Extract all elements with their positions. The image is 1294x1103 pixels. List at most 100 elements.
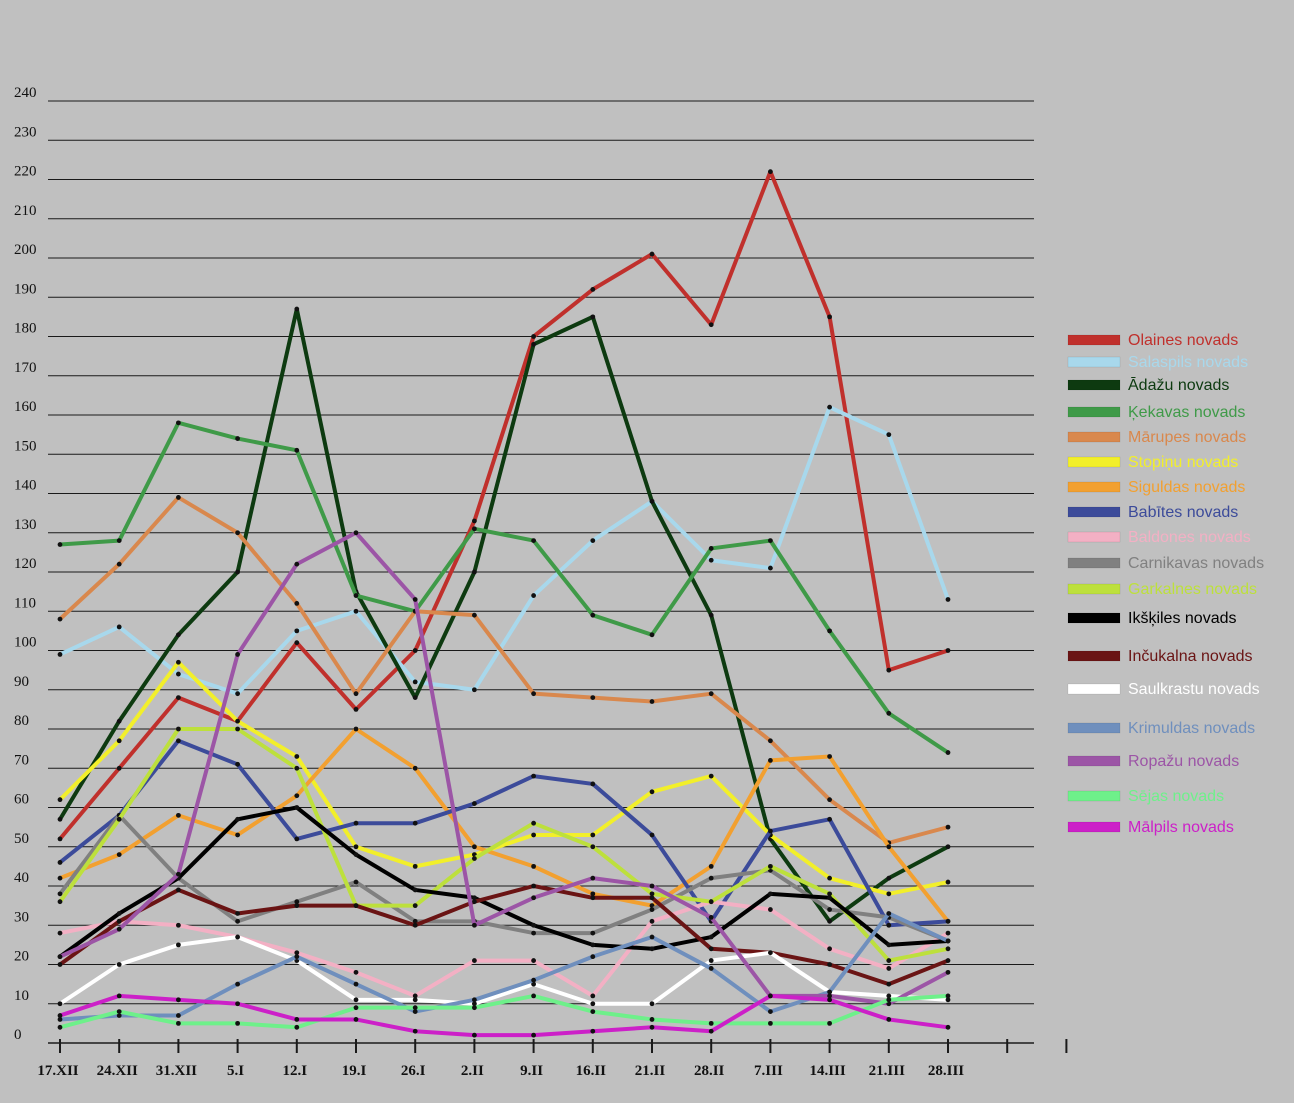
data-point xyxy=(649,632,655,638)
y-tick-label: 40 xyxy=(14,870,29,886)
data-point xyxy=(649,832,655,838)
data-point xyxy=(294,950,300,956)
legend-item: Krimuldas novads xyxy=(1067,720,1255,737)
x-tick-label: 24.XII xyxy=(97,1063,138,1079)
y-tick-label: 170 xyxy=(14,360,37,376)
legend-label: Ķekavas novads xyxy=(1128,404,1245,421)
data-point xyxy=(294,628,300,634)
legend-item: Ķekavas novads xyxy=(1067,404,1245,421)
data-point xyxy=(353,969,359,975)
legend-swatch xyxy=(1067,557,1121,569)
data-point xyxy=(531,832,536,838)
data-point xyxy=(531,334,536,339)
data-point xyxy=(827,918,832,924)
data-point xyxy=(531,883,536,889)
data-point xyxy=(176,812,181,818)
y-tick-label: 50 xyxy=(14,831,29,847)
data-point xyxy=(472,856,477,861)
data-point xyxy=(886,891,892,897)
data-point xyxy=(768,1009,773,1014)
series-16 xyxy=(57,993,951,1030)
legend-swatch xyxy=(1067,755,1121,767)
data-point xyxy=(768,863,773,869)
data-point xyxy=(886,958,892,963)
data-point xyxy=(649,1001,655,1007)
legend-label: Babītes novads xyxy=(1128,504,1238,521)
data-point xyxy=(353,726,359,732)
data-point xyxy=(472,687,477,693)
data-point xyxy=(412,997,418,1003)
data-point xyxy=(472,1001,477,1007)
data-point xyxy=(294,447,300,453)
series-line xyxy=(58,660,950,896)
data-point xyxy=(412,820,418,826)
data-point xyxy=(353,530,359,536)
data-point xyxy=(590,895,596,901)
data-point xyxy=(590,954,596,960)
data-point xyxy=(235,569,241,575)
data-point xyxy=(294,836,300,842)
data-point xyxy=(57,875,63,881)
data-point xyxy=(176,887,181,893)
legend-label: Inčukalna novads xyxy=(1128,648,1253,665)
data-point xyxy=(590,695,596,700)
x-tick-label: 17.XII xyxy=(37,1063,78,1079)
series-0 xyxy=(57,169,951,842)
data-point xyxy=(649,498,655,504)
data-point xyxy=(945,930,951,936)
y-tick-label: 120 xyxy=(14,556,37,572)
legend-item: Baldones novads xyxy=(1067,529,1251,546)
data-point xyxy=(945,1024,951,1030)
data-point xyxy=(235,530,241,536)
data-point xyxy=(590,1028,596,1034)
data-point xyxy=(412,648,418,653)
x-tick-label: 12.I xyxy=(283,1063,308,1079)
x-tick-label: 7.III xyxy=(754,1063,783,1079)
x-tick-label: 28.III xyxy=(928,1063,964,1079)
data-point xyxy=(57,891,63,897)
data-point xyxy=(531,930,536,936)
data-point xyxy=(176,871,181,877)
data-point xyxy=(886,875,892,881)
data-point xyxy=(708,1028,714,1034)
legend-label: Krimuldas novads xyxy=(1128,720,1255,737)
data-point xyxy=(708,546,714,551)
series-12 xyxy=(57,883,951,987)
data-point xyxy=(827,1020,832,1026)
data-point xyxy=(353,608,359,614)
data-point xyxy=(472,612,477,618)
legend-swatch xyxy=(1067,456,1121,468)
data-point xyxy=(708,958,714,963)
data-point xyxy=(353,1005,359,1011)
data-point xyxy=(768,891,773,897)
data-point xyxy=(945,969,951,975)
y-tick-label: 230 xyxy=(14,124,37,140)
x-tick-label: 21.II xyxy=(635,1063,666,1079)
data-point xyxy=(590,844,596,850)
data-point xyxy=(590,1001,596,1007)
data-point xyxy=(827,891,832,897)
data-point xyxy=(57,899,63,905)
data-point xyxy=(235,1020,241,1026)
data-point xyxy=(708,966,714,971)
legend-label: Mālpils novads xyxy=(1128,819,1234,836)
legend-label: Olaines novads xyxy=(1128,332,1238,349)
data-point xyxy=(116,993,122,999)
data-point xyxy=(235,691,241,697)
data-point xyxy=(649,907,655,912)
x-tick-label: 31.XII xyxy=(156,1063,197,1079)
data-point xyxy=(353,903,359,909)
data-point xyxy=(57,1024,63,1030)
data-point xyxy=(827,946,832,952)
legend-item: Ropažu novads xyxy=(1067,753,1239,770)
legend-swatch xyxy=(1067,583,1121,595)
data-point xyxy=(176,726,181,732)
data-point xyxy=(708,322,714,328)
data-point xyxy=(708,612,714,618)
data-point xyxy=(886,1017,892,1022)
data-point xyxy=(176,922,181,928)
legend-swatch xyxy=(1067,356,1121,368)
data-point xyxy=(886,981,892,987)
data-point xyxy=(235,832,241,838)
